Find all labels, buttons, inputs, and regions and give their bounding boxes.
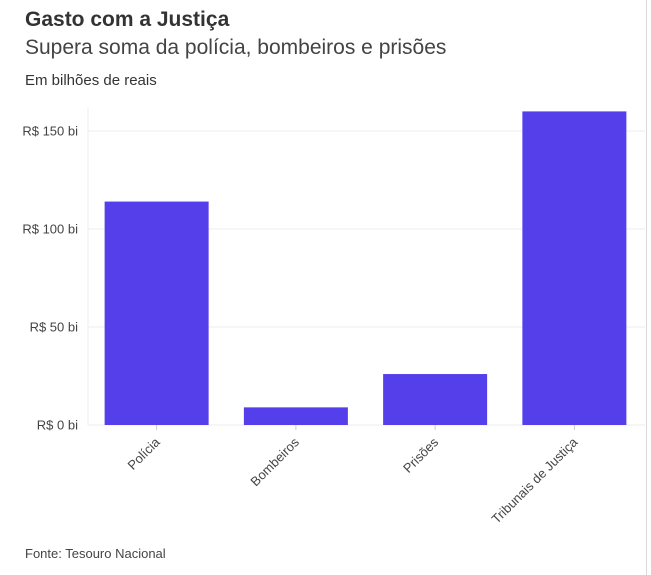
x-tick-label: Bombeiros xyxy=(247,434,302,489)
chart-title: Gasto com a Justiça xyxy=(25,8,230,31)
bar xyxy=(522,111,627,426)
y-tick-label: R$ 50 bi xyxy=(30,320,79,335)
bars xyxy=(104,111,627,426)
bar xyxy=(383,374,488,425)
y-axis: R$ 0 bi R$ 50 bi R$ 100 bi R$ 150 bi xyxy=(22,124,78,433)
bar xyxy=(243,407,348,425)
y-tick-label: R$ 100 bi xyxy=(22,222,78,237)
right-border xyxy=(646,0,647,575)
x-axis: Polícia Bombeiros Prisões Tribunais de Just… xyxy=(125,425,581,527)
chart-subtitle: Supera soma da polícia, bombeiros e pris… xyxy=(25,36,447,59)
bar xyxy=(104,201,209,425)
x-tick-label: Polícia xyxy=(125,434,164,473)
y-tick-label: R$ 150 bi xyxy=(22,124,78,139)
source-note: Fonte: Tesouro Nacional xyxy=(25,546,166,561)
x-tick-label: Prisões xyxy=(400,434,442,476)
x-tick-label: Tribunais de Justiça xyxy=(488,434,581,527)
y-tick-label: R$ 0 bi xyxy=(37,418,78,433)
unit-label: Em bilhões de reais xyxy=(25,72,157,89)
